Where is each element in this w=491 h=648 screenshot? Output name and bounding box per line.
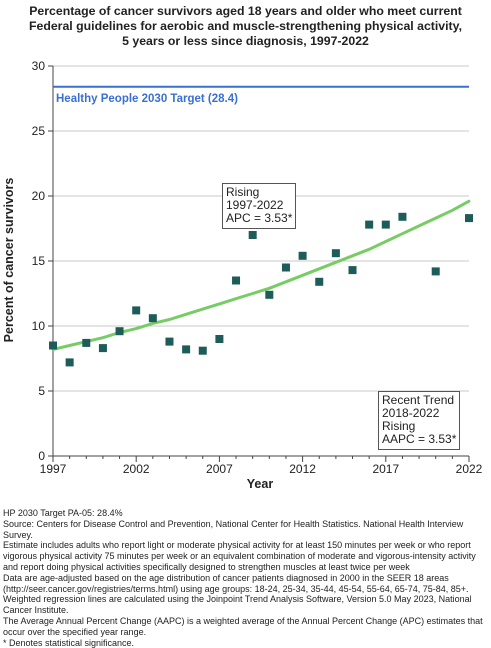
annotation-line: 2018-2022 [382,406,440,420]
tick-labels: 0 5 10 15 20 25 30 1997 2002 2007 2012 2017 2022 [32,59,483,476]
target-line-group: Healthy People 2030 Target (28.4) [53,85,469,105]
data-point [315,277,324,286]
chart-title-line: Percentage of cancer survivors aged 18 y… [29,4,462,18]
data-point [232,276,241,285]
y-axis-title: Percent of cancer survivors [2,178,16,343]
data-point [281,263,290,272]
footnote: Weighted regression lines are calculated… [3,594,472,616]
footnote: HP 2030 Target PA-05: 28.4% [3,508,123,518]
data-point [148,314,157,323]
chart-title-line: Federal guidelines for aerobic and muscl… [28,19,462,33]
y-tick-label: 5 [38,384,45,398]
chart-title-line: 5 years or less since diagnosis, 1997-20… [122,34,369,48]
data-point [49,341,57,350]
annotation-line: AAPC = 3.53* [382,432,457,446]
annotation-recent-trend: Recent Trend 2018-2022 Rising AAPC = 3.5… [378,391,461,450]
y-tick-label: 20 [32,189,46,203]
data-point [248,231,257,239]
data-point [265,290,274,299]
y-tick-label: 25 [32,124,46,138]
data-point [215,335,224,343]
data-point [348,266,357,275]
footnote: * Denotes statistical significance. [3,637,135,648]
x-tick-label: 2002 [123,462,150,476]
annotation-line: Rising [226,185,260,199]
y-tick-label: 10 [32,319,46,333]
data-point [182,345,191,354]
annotation-line: Recent Trend [382,393,455,407]
y-tick-label: 0 [38,449,45,463]
annotation-line: 1997-2022 [226,198,284,212]
data-point [82,338,91,347]
x-tick-label: 2012 [289,462,316,476]
x-tick-label: 2017 [372,462,399,476]
y-tick-label: 15 [32,254,46,268]
data-point [465,214,473,223]
data-point [431,267,440,276]
data-point [198,346,207,355]
y-tick-label: 30 [32,59,46,73]
data-point [132,306,141,315]
x-axis-title: Year [247,477,274,491]
footnote: Source: Centers for Disease Control and … [3,518,464,540]
target-label: Healthy People 2030 Target (28.4) [56,93,238,105]
data-point [331,249,340,258]
footnote: Estimate includes adults who report ligh… [3,540,476,572]
axes [48,65,470,462]
data-point [298,251,307,260]
data-point [98,344,107,353]
data-point [381,220,390,229]
data-points [49,212,473,367]
footnote: The Average Annual Percent Change (AAPC)… [3,615,483,637]
x-tick-label: 2007 [206,462,233,476]
x-tick-label: 2022 [456,462,483,476]
chart-svg: 0 5 10 15 20 25 30 1997 2002 2007 2012 2017 2022 Hea… [2,59,483,491]
data-point [398,212,407,221]
footnote: Data are age-adjusted based on the age d… [3,572,469,594]
data-point [365,220,374,229]
annotation-rising: Rising 1997-2022 APC = 3.53* [222,183,297,229]
data-point [165,337,174,346]
x-tick-label: 1997 [40,462,67,476]
data-point [65,358,74,367]
footnotes: HP 2030 Target PA-05: 28.4% Source: Cent… [3,508,489,648]
annotation-line: APC = 3.53* [226,211,293,225]
data-point [115,327,124,336]
annotation-line: Rising [382,419,416,433]
chart-title: Percentage of cancer survivors aged 18 y… [0,4,491,49]
